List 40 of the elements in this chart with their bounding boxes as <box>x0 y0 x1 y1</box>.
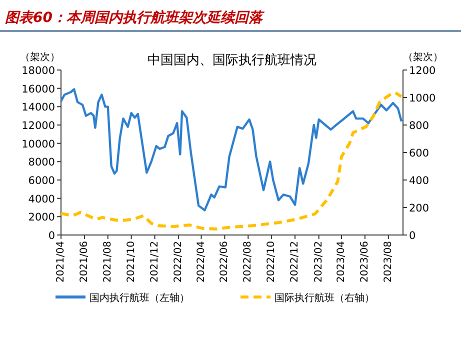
y2-axis-title: （架次） <box>403 51 443 63</box>
x-tick-label: 2021/08 <box>102 241 114 283</box>
y-tick-label: 18000 <box>22 65 55 77</box>
x-tick-label: 2023/06 <box>359 241 370 283</box>
y-tick-label: 14000 <box>22 102 55 114</box>
y-tick-label: 6000 <box>28 175 55 187</box>
y-tick-label: 16000 <box>22 83 55 96</box>
x-tick-label: 2021/04 <box>56 241 66 283</box>
y-tick-label: 0 <box>48 230 55 242</box>
y2-tick-label: 400 <box>409 175 430 187</box>
line-series <box>60 91 403 230</box>
y2-tick-label: 1000 <box>409 92 436 104</box>
y-tick-label: 8000 <box>28 156 55 169</box>
x-tick-label: 2022/02 <box>173 241 184 283</box>
y2-tick-label: 600 <box>409 148 430 160</box>
legend-label: 国际执行航班（右轴） <box>274 292 374 304</box>
y2-tick-label: 0 <box>409 230 416 242</box>
y2-tick-label: 200 <box>409 202 430 214</box>
y-tick-label: 2000 <box>28 212 55 224</box>
x-tick-label: 2021/12 <box>149 241 160 283</box>
x-tick-label: 2023/02 <box>313 241 324 283</box>
line-series <box>60 88 403 212</box>
x-tick-label: 2023/08 <box>382 241 394 283</box>
x-tick-label: 2021/06 <box>78 241 90 283</box>
y-tick-label: 12000 <box>22 120 55 132</box>
x-tick-label: 2022/04 <box>196 241 207 283</box>
legend-label: 国内执行航班（左轴） <box>90 292 190 304</box>
x-tick-label: 2021/10 <box>126 241 137 283</box>
y2-tick-label: 800 <box>409 120 430 132</box>
y-axis-title: （架次） <box>20 51 60 63</box>
chart-title: 图表60：本周国内执行航班架次延续回落 <box>5 9 266 26</box>
x-tick-label: 2023/04 <box>336 241 348 283</box>
x-tick-label: 2022/12 <box>290 241 301 283</box>
x-tick-label: 2022/06 <box>219 241 230 283</box>
x-tick-label: 2022/10 <box>266 241 278 283</box>
y2-tick-label: 1200 <box>409 65 436 77</box>
y-tick-label: 4000 <box>28 193 55 206</box>
x-tick-label: 2022/08 <box>242 241 254 283</box>
chart-subtitle: 中国国内、国际执行航班情况 <box>148 53 316 68</box>
y-tick-label: 10000 <box>22 138 55 150</box>
